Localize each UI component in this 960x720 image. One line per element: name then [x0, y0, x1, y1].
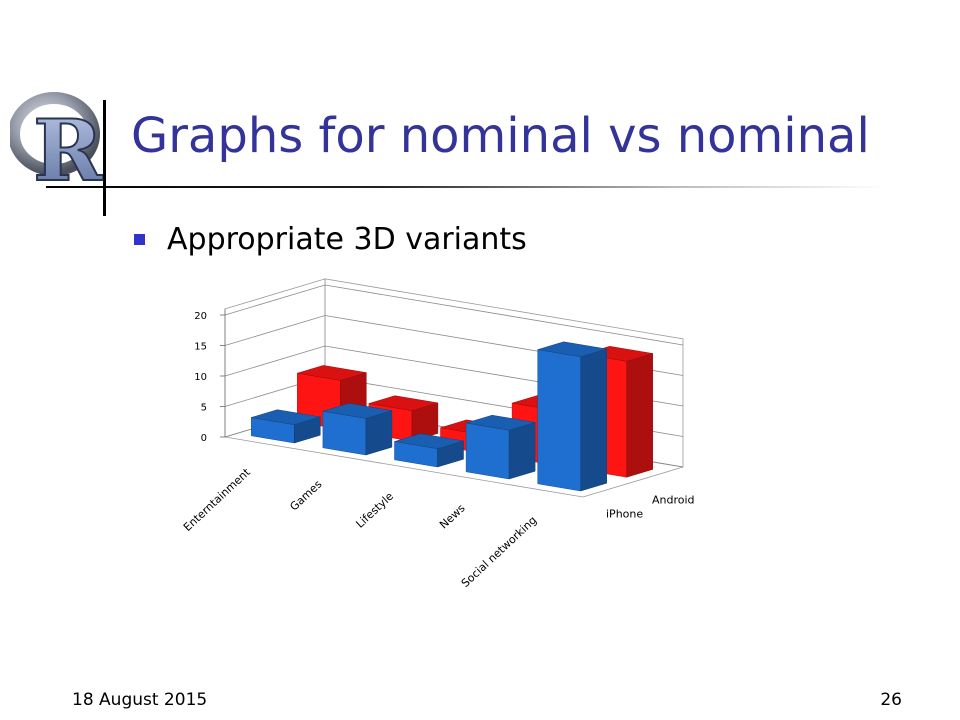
- series-label-android: Android: [652, 494, 695, 507]
- x-category-label: Games: [287, 478, 324, 514]
- y-tick-label: 0: [201, 433, 207, 444]
- bar-iphone-games: [322, 403, 393, 456]
- bar-iphone-social-networking: [537, 341, 607, 492]
- y-tick-label: 5: [201, 403, 207, 414]
- x-category-label: Lifestyle: [353, 490, 396, 531]
- footer-date: 18 August 2015: [72, 690, 208, 710]
- r-logo: R: [10, 92, 105, 192]
- bullet-square-icon: [134, 234, 145, 245]
- title-vertical-rule: [103, 100, 106, 216]
- slide-title: Graphs for nominal vs nominal: [131, 108, 870, 164]
- y-tick-label: 10: [194, 372, 207, 383]
- page-number: 26: [880, 690, 902, 710]
- bar-iphone-lifestyle: [394, 433, 464, 468]
- r-logo-ring: [10, 92, 100, 176]
- x-category-label: Social networking: [459, 514, 539, 590]
- title-underline: [46, 186, 886, 188]
- bullet-item: Appropriate 3D variants: [134, 222, 527, 257]
- series-label-iphone: iPhone: [606, 508, 643, 521]
- bar-iphone-news: [465, 414, 536, 480]
- y-tick-label: 20: [194, 311, 207, 322]
- gridline: [224, 284, 684, 346]
- y-tick-label: 15: [194, 342, 207, 353]
- bullet-text: Appropriate 3D variants: [167, 222, 527, 257]
- r-logo-letter: R: [33, 101, 104, 192]
- x-category-label: Enterntainment: [181, 465, 253, 534]
- x-category-label: News: [437, 502, 468, 532]
- bar-iphone-enterntainment: [251, 409, 321, 444]
